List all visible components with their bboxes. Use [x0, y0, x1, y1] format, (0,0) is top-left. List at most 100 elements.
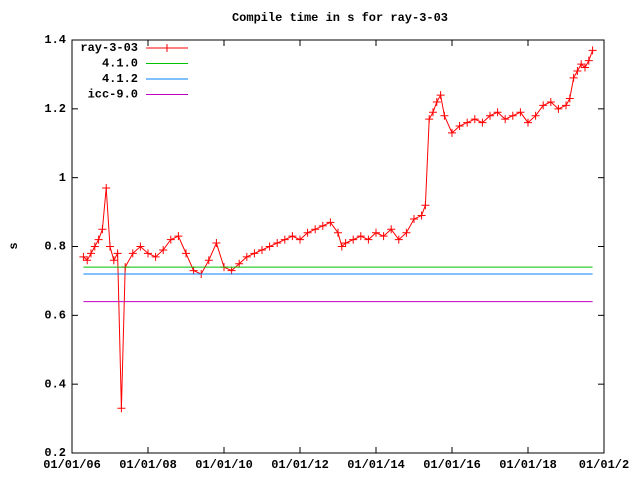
- point-marker: [421, 201, 430, 210]
- y-tick-label: 0.8: [44, 240, 66, 254]
- point-marker: [455, 122, 464, 131]
- point-marker: [569, 73, 578, 82]
- point-marker: [189, 266, 198, 275]
- point-marker: [136, 242, 145, 251]
- point-marker: [90, 242, 99, 251]
- point-marker: [311, 225, 320, 234]
- chart-title: Compile time in s for ray-3-03: [232, 11, 448, 25]
- point-marker: [417, 211, 426, 220]
- point-marker: [273, 239, 282, 248]
- point-marker: [235, 259, 244, 268]
- point-marker: [402, 228, 411, 237]
- point-marker: [425, 115, 434, 124]
- point-marker: [258, 245, 266, 254]
- point-marker: [565, 94, 574, 103]
- point-marker: [113, 249, 122, 258]
- point-marker: [364, 235, 373, 244]
- x-tick-label: 01/01/2: [579, 458, 629, 472]
- point-marker: [516, 108, 525, 117]
- point-marker: [581, 63, 589, 72]
- legend-label: 4.1.2: [102, 72, 138, 86]
- point-marker: [387, 225, 396, 234]
- point-marker: [227, 266, 236, 275]
- point-marker: [159, 245, 168, 254]
- point-marker: [166, 235, 175, 244]
- point-marker: [265, 242, 274, 251]
- point-marker: [106, 242, 114, 251]
- point-marker: [493, 108, 502, 117]
- point-marker: [470, 115, 479, 124]
- point-marker: [288, 232, 297, 241]
- y-tick-label: 0.6: [44, 309, 66, 323]
- x-tick-label: 01/01/14: [347, 458, 405, 472]
- point-marker: [79, 252, 88, 261]
- point-marker: [463, 118, 472, 127]
- point-marker: [440, 111, 449, 120]
- point-marker: [436, 91, 445, 100]
- point-marker: [577, 60, 586, 69]
- legend-label: icc-9.0: [88, 88, 138, 102]
- point-marker: [448, 128, 456, 137]
- point-marker: [349, 235, 358, 244]
- point-marker: [326, 218, 335, 227]
- point-marker: [356, 232, 365, 241]
- point-marker: [562, 101, 570, 110]
- point-marker: [337, 242, 346, 251]
- point-marker: [318, 221, 327, 230]
- y-axis-label: s: [7, 242, 21, 249]
- legend-label: ray-3-03: [80, 41, 138, 55]
- point-marker: [524, 118, 532, 127]
- point-marker: [573, 66, 582, 75]
- point-marker: [410, 214, 418, 223]
- point-marker: [429, 108, 437, 117]
- point-marker: [144, 249, 152, 258]
- point-marker: [394, 235, 403, 244]
- point-marker: [182, 249, 190, 258]
- point-marker: [83, 256, 92, 265]
- point-marker: [303, 228, 312, 237]
- x-tick-label: 01/01/08: [119, 458, 177, 472]
- x-tick-label: 01/01/18: [499, 458, 557, 472]
- point-marker: [280, 235, 289, 244]
- point-marker: [102, 183, 111, 192]
- point-marker: [546, 97, 555, 106]
- point-marker: [117, 404, 126, 413]
- point-marker: [212, 239, 221, 248]
- point-marker: [94, 235, 103, 244]
- point-marker: [554, 104, 563, 113]
- point-marker: [174, 232, 183, 241]
- point-marker: [87, 249, 95, 258]
- point-marker: [584, 56, 593, 65]
- point-marker: [334, 228, 342, 237]
- x-tick-label: 01/01/10: [195, 458, 253, 472]
- point-marker: [242, 252, 251, 261]
- point-marker: [128, 249, 137, 258]
- point-marker: [539, 101, 548, 110]
- point-marker: [508, 111, 517, 120]
- x-tick-label: 01/01/06: [43, 458, 101, 472]
- point-marker: [98, 225, 107, 234]
- point-marker: [372, 228, 380, 237]
- point-marker: [478, 118, 487, 127]
- y-tick-label: 1.2: [44, 102, 66, 116]
- x-tick-label: 01/01/12: [271, 458, 329, 472]
- point-marker: [204, 256, 213, 265]
- point-marker: [151, 252, 160, 261]
- legend-marker: [163, 44, 171, 52]
- point-marker: [501, 115, 510, 124]
- point-marker: [432, 97, 441, 106]
- x-tick-label: 01/01/16: [423, 458, 481, 472]
- point-marker: [341, 239, 350, 248]
- y-tick-label: 0.4: [44, 377, 66, 391]
- point-marker: [588, 46, 597, 55]
- y-tick-label: 1: [59, 171, 66, 185]
- point-marker: [296, 235, 304, 244]
- y-tick-label: 0.2: [44, 446, 66, 460]
- legend-label: 4.1.0: [102, 57, 138, 71]
- point-marker: [109, 256, 118, 265]
- point-marker: [486, 111, 494, 120]
- point-marker: [250, 249, 259, 258]
- y-tick-label: 1.4: [44, 33, 66, 47]
